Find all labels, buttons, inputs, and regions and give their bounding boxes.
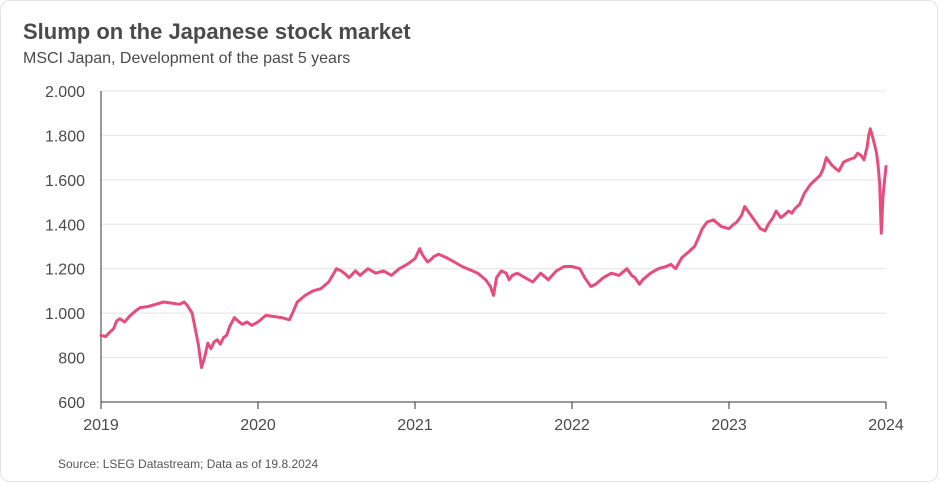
y-tick-label: 1.600 [45, 173, 85, 190]
x-tick-label: 2021 [397, 417, 433, 434]
y-tick-label: 800 [58, 351, 85, 368]
x-tick-label: 2023 [711, 417, 747, 434]
y-tick-label: 1.800 [45, 128, 85, 145]
y-tick-label: 1.400 [45, 217, 85, 234]
source-note: Source: LSEG Datastream; Data as of 19.8… [58, 457, 319, 471]
y-tick-label: 2.000 [45, 84, 85, 101]
x-tick-label: 2022 [554, 417, 590, 434]
x-tick-label: 2020 [240, 417, 276, 434]
chart-title: Slump on the Japanese stock market [23, 19, 411, 44]
x-tick-label: 2019 [83, 417, 119, 434]
chart-subtitle: MSCI Japan, Development of the past 5 ye… [23, 50, 351, 67]
series-line [99, 127, 888, 370]
x-tick-label: 2024 [868, 417, 904, 434]
y-tick-label: 600 [58, 395, 85, 412]
y-tick-label: 1.000 [45, 306, 85, 323]
y-tick-label: 1.200 [45, 262, 85, 279]
